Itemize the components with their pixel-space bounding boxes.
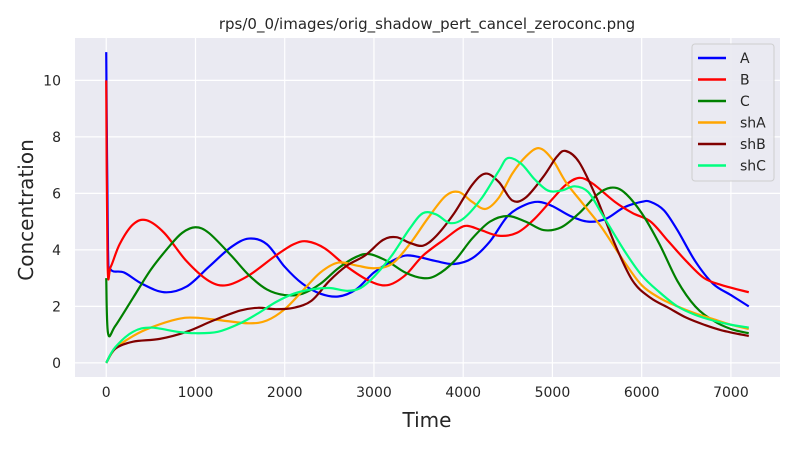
x-tick-label: 1000 xyxy=(178,385,214,401)
plot-area xyxy=(75,38,780,377)
y-tick-label: 2 xyxy=(52,299,61,315)
x-tick-label: 5000 xyxy=(535,385,571,401)
series-lines xyxy=(105,52,750,364)
y-tick-labels: 0 2 4 6 8 10 xyxy=(43,73,61,372)
legend-label-shA: shA xyxy=(740,116,766,132)
grid-lines xyxy=(75,38,780,377)
series-line-shA xyxy=(105,147,750,364)
x-tick-label: 4000 xyxy=(445,385,481,401)
legend-label-C: C xyxy=(740,94,750,110)
series-line-C xyxy=(105,186,750,338)
series-line-A xyxy=(105,52,750,308)
legend-frame xyxy=(691,43,775,182)
y-axis-label: Concentration xyxy=(14,139,38,280)
x-tick-label: 3000 xyxy=(356,385,392,401)
y-tick-label: 10 xyxy=(43,73,61,89)
x-axis-label: Time xyxy=(402,408,452,432)
legend-label-shC: shC xyxy=(740,159,766,175)
y-tick-label: 0 xyxy=(52,356,61,372)
x-tick-labels: 0 1000 2000 3000 4000 5000 6000 7000 xyxy=(102,385,749,401)
series-line-B xyxy=(105,80,750,294)
x-tick-label: 6000 xyxy=(624,385,660,401)
x-tick-label: 2000 xyxy=(267,385,303,401)
legend-label-A: A xyxy=(740,51,750,67)
y-tick-label: 6 xyxy=(52,186,61,202)
series-line-shC xyxy=(105,156,749,364)
legend-label-B: B xyxy=(740,73,750,89)
legend-label-shB: shB xyxy=(740,137,766,153)
x-tick-label: 7000 xyxy=(713,385,749,401)
series-line-shB xyxy=(105,149,749,364)
y-tick-label: 4 xyxy=(52,243,61,259)
y-tick-label: 8 xyxy=(52,130,61,146)
chart-title: rps/0_0/images/orig_shadow_pert_cancel_z… xyxy=(219,15,635,34)
x-tick-label: 0 xyxy=(102,385,111,401)
